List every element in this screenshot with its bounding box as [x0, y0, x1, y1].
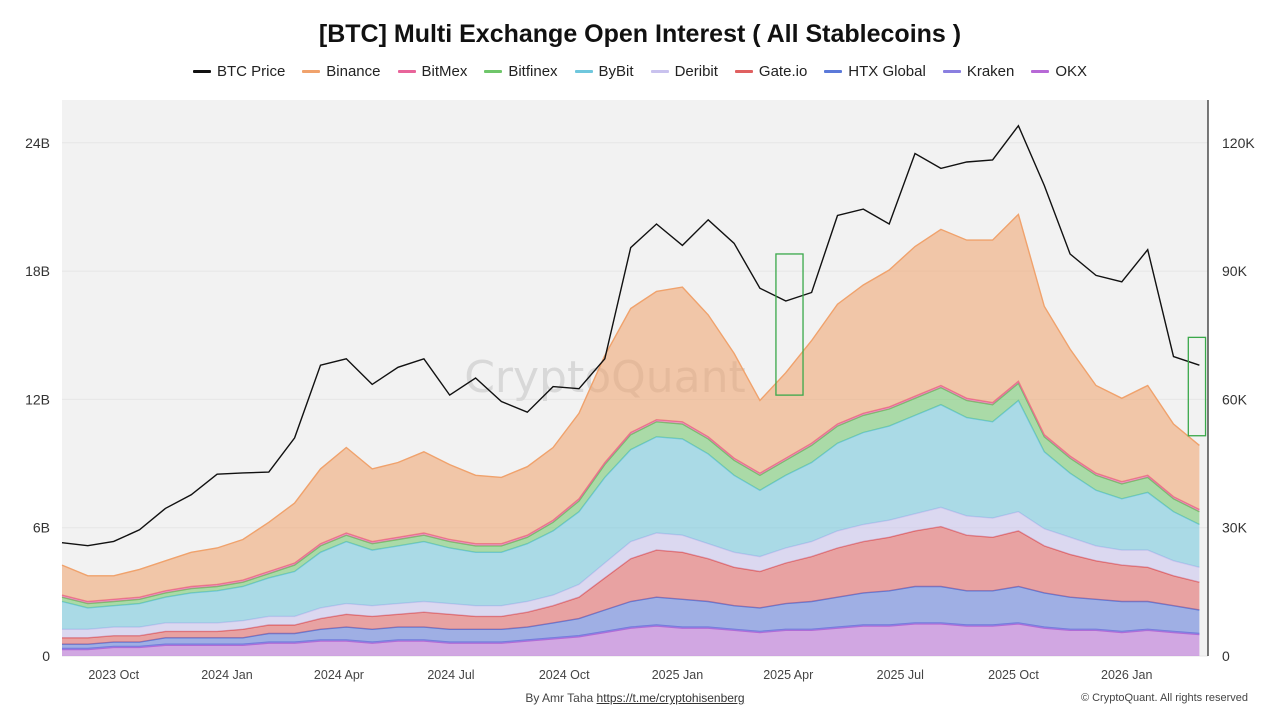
legend-item-btc-price[interactable]: BTC Price: [192, 63, 286, 80]
x-tick-label: 2024 Apr: [314, 668, 364, 682]
legend-swatch: [397, 70, 416, 73]
legend-label: HTX Global: [848, 63, 926, 80]
x-tick-label: 2025 Apr: [763, 668, 813, 682]
footer-author-link[interactable]: https://t.me/cryptohisenberg: [596, 691, 745, 705]
legend-swatch: [484, 70, 503, 73]
y-left-tick-label: 24B: [25, 135, 50, 151]
legend-item-binance[interactable]: Binance: [302, 63, 381, 80]
legend-swatch: [192, 70, 211, 73]
legend-label: OKX: [1055, 63, 1088, 80]
area-edge-binance: [61, 213, 1200, 577]
x-tick-label: 2025 Oct: [988, 668, 1039, 682]
legend-swatch: [302, 70, 321, 73]
legend-item-okx[interactable]: OKX: [1031, 63, 1087, 80]
y-left-tick-label: 12B: [25, 391, 50, 407]
legend-label: Binance: [326, 63, 381, 80]
y-left-tick-label: 18B: [25, 263, 50, 279]
area-binance: [62, 214, 1200, 602]
y-right-tick-label: 120K: [1222, 135, 1255, 151]
x-tick-label: 2026 Jan: [1101, 668, 1152, 682]
x-tick-label: 2025 Jan: [652, 668, 703, 682]
legend-swatch: [1031, 70, 1050, 73]
legend-swatch: [650, 70, 669, 73]
x-tick-label: 2023 Oct: [88, 668, 139, 682]
legend-label: Gate.io: [758, 63, 808, 80]
legend-item-bitmex[interactable]: BitMex: [397, 63, 468, 80]
legend-label: BTC Price: [216, 63, 286, 80]
legend-label: BitMex: [421, 63, 468, 80]
legend-swatch: [574, 70, 593, 73]
area-htx-global: [62, 586, 1200, 649]
y-right-tick-label: 0: [1222, 648, 1230, 664]
footer-copyright: © CryptoQuant. All rights reserved: [1080, 692, 1248, 704]
legend-item-gate-io[interactable]: Gate.io: [734, 63, 808, 80]
x-tick-label: 2024 Oct: [539, 668, 590, 682]
y-right-tick-label: 90K: [1222, 263, 1248, 279]
annotation-box: [775, 253, 804, 396]
footer-author: By Amr Taha https://t.me/cryptohisenberg: [0, 691, 1270, 705]
chart-legend: BTC Price Binance BitMex Bitfinex ByBit Derib…: [0, 63, 1280, 80]
legend-label: ByBit: [598, 63, 634, 80]
footer-author-prefix: By Amr Taha: [525, 691, 594, 705]
legend-swatch: [824, 70, 843, 73]
area-okx: [62, 623, 1200, 656]
x-tick-label: 2024 Jan: [201, 668, 252, 682]
y-left-tick-label: 0: [42, 648, 50, 664]
y-right-tick-label: 30K: [1222, 520, 1248, 536]
y-left-tick-label: 6B: [33, 520, 50, 536]
chart-title: [BTC] Multi Exchange Open Interest ( All…: [318, 20, 962, 48]
x-tick-label: 2025 Jul: [877, 668, 924, 682]
legend-item-htx-global[interactable]: HTX Global: [824, 63, 926, 80]
legend-item-kraken[interactable]: Kraken: [942, 63, 1015, 80]
legend-item-deribit[interactable]: Deribit: [650, 63, 718, 80]
btc-price-line: [61, 124, 1200, 547]
legend-label: Deribit: [674, 63, 718, 80]
annotation-box: [1187, 336, 1207, 437]
legend-label: Kraken: [966, 63, 1015, 80]
legend-item-bybit[interactable]: ByBit: [574, 63, 634, 80]
x-tick-label: 2024 Jul: [427, 668, 474, 682]
legend-label: Bitfinex: [508, 63, 558, 80]
y-right-tick-label: 60K: [1222, 391, 1248, 407]
legend-item-bitfinex[interactable]: Bitfinex: [484, 63, 558, 80]
area-bybit: [62, 400, 1200, 630]
area-deribit: [62, 507, 1200, 638]
legend-swatch: [942, 70, 961, 73]
legend-swatch: [734, 70, 753, 73]
